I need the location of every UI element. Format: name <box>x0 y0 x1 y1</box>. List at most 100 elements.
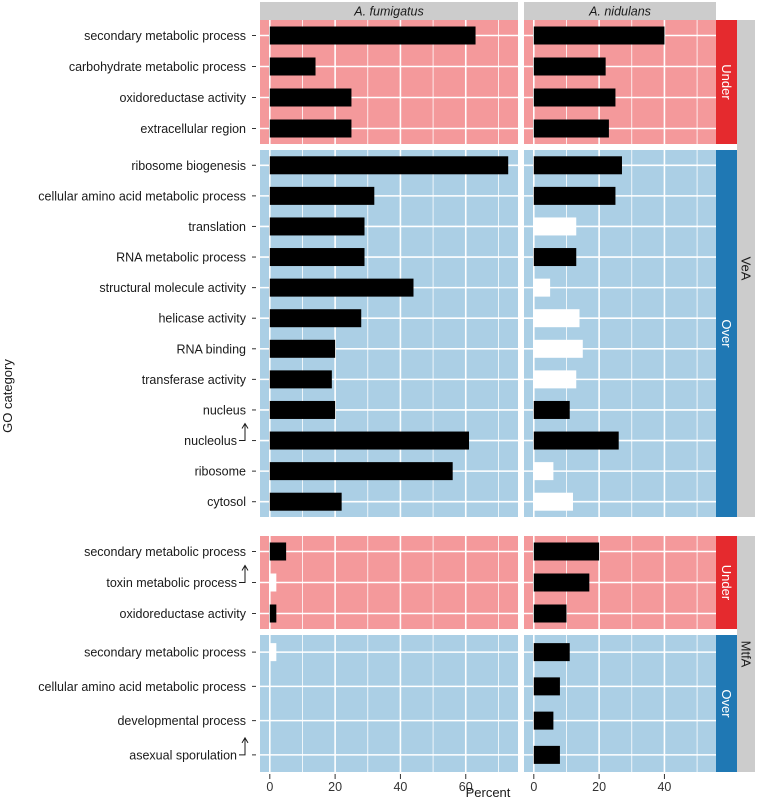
bar-nidulans <box>533 339 583 358</box>
facet-strip-label-0: A. fumigatus <box>353 5 423 19</box>
direction-label-0: Under <box>719 64 734 100</box>
bar-nidulans <box>533 573 590 592</box>
bar-nidulans <box>533 492 573 511</box>
direction-label-2: Under <box>719 565 734 601</box>
bar-nidulans <box>533 370 577 389</box>
panel-bg-1-1 <box>524 150 716 517</box>
direction-strip-3 <box>716 635 737 772</box>
category-label: oxidoreductase activity <box>120 607 247 621</box>
category-label: asexual sporulation <box>129 748 237 762</box>
bar-nidulans <box>533 57 606 76</box>
facet-strip-label-1: A. nidulans <box>588 5 651 19</box>
child-term-arrowhead-icon <box>241 564 249 571</box>
bar-nidulans <box>533 88 616 107</box>
bar-nidulans <box>533 309 580 328</box>
category-label: nucleus <box>203 403 246 417</box>
bar-fumigatus <box>269 370 332 389</box>
group-strip-1 <box>737 536 755 772</box>
x-tick-label: 60 <box>459 780 473 794</box>
x-tick-label: 40 <box>393 780 407 794</box>
direction-strip-2 <box>716 536 737 629</box>
bar-nidulans <box>533 711 554 730</box>
direction-strip-1 <box>716 150 737 517</box>
group-strip-0 <box>737 20 755 517</box>
bar-fumigatus <box>269 309 362 328</box>
category-label: developmental process <box>117 714 246 728</box>
bar-nidulans <box>533 604 567 623</box>
bar-fumigatus <box>269 156 509 175</box>
bar-nidulans <box>533 431 619 450</box>
bar-fumigatus <box>269 88 352 107</box>
child-term-arrow-icon <box>239 738 246 756</box>
x-axis-title: Percent <box>466 785 511 800</box>
category-label: secondary metabolic process <box>84 545 246 559</box>
category-label: toxin metabolic process <box>106 576 237 590</box>
bar-fumigatus <box>269 573 277 592</box>
category-label: oxidoreductase activity <box>120 91 247 105</box>
bar-fumigatus <box>269 26 476 45</box>
x-tick-label: 20 <box>592 780 606 794</box>
child-term-arrowhead-icon <box>241 736 249 744</box>
direction-label-3: Over <box>719 689 734 718</box>
facet-strip-1 <box>524 2 716 20</box>
category-label: translation <box>188 220 246 234</box>
bar-fumigatus <box>269 643 277 662</box>
bar-nidulans <box>533 745 560 764</box>
panel-bg-1-0 <box>260 150 518 517</box>
bar-fumigatus <box>269 217 365 236</box>
bar-fumigatus <box>269 604 277 623</box>
facet-strip-0 <box>260 2 518 20</box>
bar-nidulans <box>533 643 570 662</box>
bar-nidulans <box>533 186 616 205</box>
x-tick-label: 40 <box>657 780 671 794</box>
direction-strip-0 <box>716 20 737 144</box>
category-label: carbohydrate metabolic process <box>69 60 246 74</box>
bar-nidulans <box>533 26 665 45</box>
bar-fumigatus <box>269 400 336 419</box>
x-tick-label: 0 <box>530 780 537 794</box>
child-term-arrow-icon <box>239 566 246 583</box>
category-label: secondary metabolic process <box>84 29 246 43</box>
x-tick-label: 20 <box>328 780 342 794</box>
bar-nidulans <box>533 217 577 236</box>
bar-nidulans <box>533 400 570 419</box>
category-label: extracellular region <box>140 122 246 136</box>
group-label-0: VeA <box>739 257 754 281</box>
child-term-arrow-icon <box>239 424 246 442</box>
bar-fumigatus <box>269 248 365 267</box>
category-label: nucleolus <box>184 434 237 448</box>
category-label: secondary metabolic process <box>84 646 246 660</box>
x-tick-label: 0 <box>266 780 273 794</box>
bar-fumigatus <box>269 462 453 481</box>
bar-fumigatus <box>269 186 375 205</box>
panel-bg-3-0 <box>260 635 518 772</box>
bar-nidulans <box>533 278 551 297</box>
category-label: ribosome <box>195 465 246 479</box>
bar-nidulans <box>533 119 609 138</box>
child-term-arrowhead-icon <box>241 422 249 429</box>
bar-nidulans <box>533 156 622 175</box>
category-label: transferase activity <box>142 373 247 387</box>
category-label: RNA binding <box>177 342 247 356</box>
category-label: RNA metabolic process <box>116 251 246 265</box>
bar-nidulans <box>533 542 600 561</box>
bar-nidulans <box>533 462 554 481</box>
direction-label-1: Over <box>719 319 734 348</box>
category-label: cellular amino acid metabolic process <box>38 680 246 694</box>
bar-fumigatus <box>269 57 316 76</box>
category-label: cellular amino acid metabolic process <box>38 189 246 203</box>
category-label: cytosol <box>207 495 246 509</box>
bar-nidulans <box>533 677 560 696</box>
bar-fumigatus <box>269 339 336 358</box>
category-label: helicase activity <box>158 312 246 326</box>
group-label-1: MtfA <box>739 641 754 668</box>
bar-fumigatus <box>269 492 342 511</box>
bar-fumigatus <box>269 278 414 297</box>
bar-nidulans <box>533 248 577 267</box>
bar-fumigatus <box>269 431 470 450</box>
category-label: ribosome biogenesis <box>131 159 246 173</box>
y-axis-title: GO category <box>0 359 15 433</box>
category-label: structural molecule activity <box>99 281 246 295</box>
bar-fumigatus <box>269 119 352 138</box>
